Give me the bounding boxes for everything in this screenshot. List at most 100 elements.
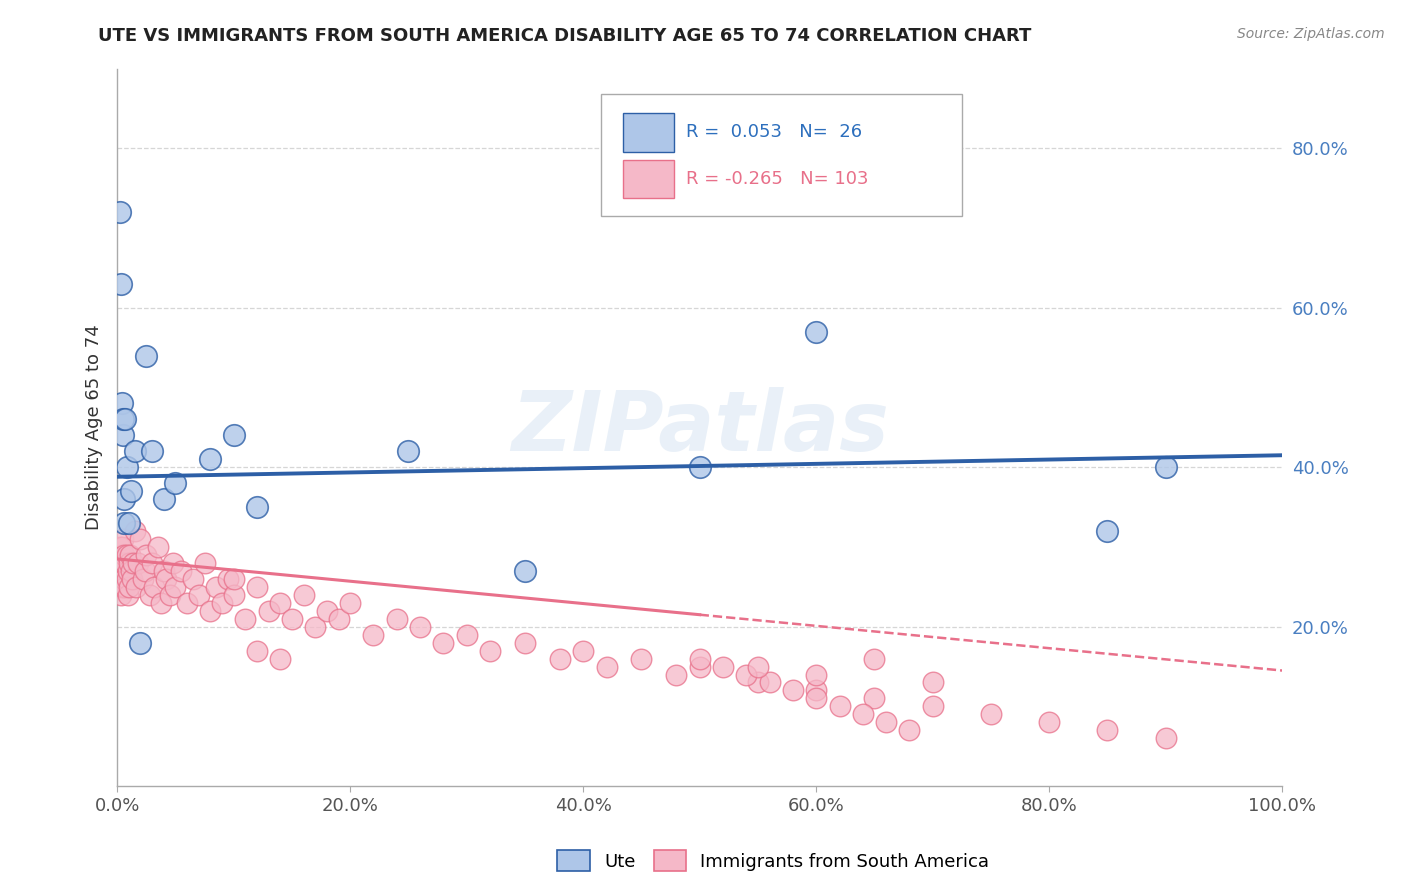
Point (595, 659, 617, 673)
Point (205, 580, 228, 594)
Point (125, 580, 148, 594)
Point (689, 659, 711, 673)
Point (689, 460, 711, 475)
Point (117, 588, 139, 602)
Point (479, 643, 502, 657)
Point (122, 556, 145, 570)
Point (863, 651, 886, 665)
Point (118, 580, 141, 594)
Point (132, 572, 155, 586)
Point (513, 564, 536, 578)
Point (863, 691, 886, 706)
Point (1038, 715, 1060, 730)
Point (246, 643, 269, 657)
Point (124, 524, 146, 538)
Point (143, 580, 166, 594)
Point (572, 643, 595, 657)
Point (176, 596, 198, 610)
Point (211, 596, 233, 610)
Point (548, 651, 571, 665)
Point (1154, 731, 1177, 746)
Point (111, 428, 134, 442)
Point (141, 556, 163, 570)
Legend: Ute, Immigrants from South America: Ute, Immigrants from South America (550, 843, 997, 879)
Point (735, 667, 758, 681)
Point (141, 444, 163, 458)
FancyBboxPatch shape (623, 160, 673, 198)
Text: ZIPatlas: ZIPatlas (510, 387, 889, 467)
Text: R = -0.265   N= 103: R = -0.265 N= 103 (686, 170, 869, 188)
Point (921, 675, 943, 690)
Point (747, 675, 769, 690)
Point (110, 572, 132, 586)
Point (328, 612, 350, 626)
Point (155, 572, 177, 586)
Point (118, 516, 141, 530)
Point (806, 667, 828, 681)
Point (222, 588, 245, 602)
Point (115, 548, 138, 562)
Point (200, 604, 222, 618)
Point (875, 715, 897, 730)
Point (222, 428, 245, 442)
Point (114, 556, 136, 570)
Point (118, 556, 141, 570)
Point (150, 596, 173, 610)
Point (1097, 524, 1119, 538)
Point (339, 596, 361, 610)
Point (112, 572, 135, 586)
FancyBboxPatch shape (600, 94, 962, 216)
Point (152, 564, 174, 578)
Point (107, 564, 129, 578)
Point (513, 635, 536, 649)
Point (193, 556, 215, 570)
Point (782, 683, 804, 698)
Point (385, 612, 408, 626)
Point (120, 564, 142, 578)
Point (711, 659, 734, 673)
Point (758, 675, 780, 690)
Point (110, 548, 132, 562)
Point (398, 444, 420, 458)
Point (108, 580, 131, 594)
Point (107, 572, 129, 586)
Point (135, 349, 157, 363)
Point (363, 627, 385, 641)
Point (112, 492, 135, 507)
Point (111, 556, 134, 570)
Point (292, 588, 315, 602)
Point (115, 572, 138, 586)
Point (111, 564, 134, 578)
Text: Source: ZipAtlas.com: Source: ZipAtlas.com (1237, 27, 1385, 41)
Point (217, 572, 239, 586)
Point (806, 325, 828, 339)
Point (806, 691, 828, 706)
Point (162, 556, 184, 570)
Point (980, 707, 1002, 722)
Point (898, 723, 921, 738)
Text: UTE VS IMMIGRANTS FROM SOUTH AMERICA DISABILITY AGE 65 TO 74 CORRELATION CHART: UTE VS IMMIGRANTS FROM SOUTH AMERICA DIS… (98, 27, 1032, 45)
Point (107, 556, 129, 570)
Point (135, 548, 157, 562)
Point (165, 580, 187, 594)
Point (111, 412, 134, 426)
Point (456, 627, 478, 641)
Point (124, 444, 146, 458)
Point (110, 277, 132, 291)
Point (246, 580, 269, 594)
Point (1154, 460, 1177, 475)
Point (665, 667, 688, 681)
Point (269, 596, 291, 610)
FancyBboxPatch shape (623, 113, 673, 152)
Point (281, 612, 304, 626)
Point (139, 588, 162, 602)
Point (146, 540, 169, 554)
Point (1097, 723, 1119, 738)
Point (111, 580, 134, 594)
Point (108, 540, 131, 554)
Point (165, 476, 187, 491)
Point (114, 412, 136, 426)
Point (118, 548, 141, 562)
Point (181, 572, 204, 586)
Point (120, 484, 142, 499)
